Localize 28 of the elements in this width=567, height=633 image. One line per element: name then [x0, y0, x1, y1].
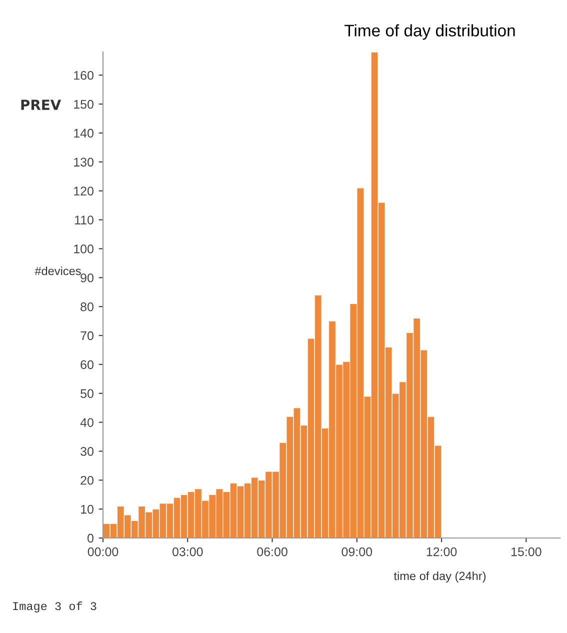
y-tick-label: 80	[80, 302, 94, 312]
chart-title: Time of day distribution	[344, 24, 515, 40]
y-tick-label: 130	[74, 158, 94, 167]
y-tick-label: 60	[80, 360, 94, 370]
y-tick-label: 10	[81, 504, 94, 514]
y-tick-label: 120	[74, 186, 94, 196]
x-tick-label: 09:00	[342, 547, 372, 556]
text: Image 3 of 3	[13, 601, 96, 612]
y-tick-label: 110	[74, 216, 94, 224]
y-tick-label: 0	[88, 534, 94, 543]
y-tick-label: 40	[80, 418, 94, 427]
x-axis-title: time of day (24hr)	[394, 571, 486, 583]
y-tick-label: 70	[80, 331, 94, 340]
y-tick-label: 30	[80, 447, 94, 456]
x-tick-label: 12:00	[426, 547, 457, 556]
y-tick-label: 90	[80, 273, 94, 282]
y-tick-label: 100	[74, 244, 94, 254]
y-tick-label: 50	[80, 389, 94, 398]
text: PREV	[21, 100, 62, 110]
x-tick-label: 06:00	[257, 547, 288, 556]
y-tick-label: 160	[74, 70, 94, 80]
y-tick-label: 20	[80, 476, 94, 485]
x-tick-label: 00:00	[88, 547, 118, 556]
x-tick-label: 15:00	[511, 547, 542, 556]
y-tick-label: 150	[74, 100, 94, 109]
y-tick-label: 140	[74, 128, 94, 138]
y-axis-title: #devices	[34, 266, 81, 276]
x-tick-label: 03:00	[172, 547, 203, 556]
